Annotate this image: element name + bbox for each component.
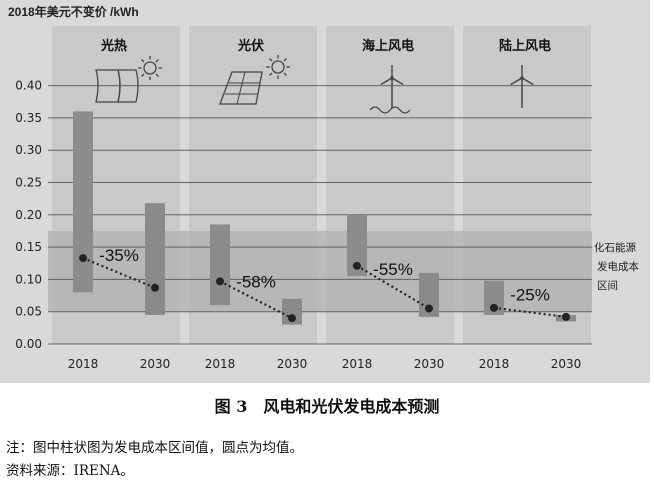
fossil-band-label-line-2: 发电成本 xyxy=(597,260,639,273)
solar-thermal-collector-icon xyxy=(95,69,139,103)
sun-icon-ray xyxy=(155,73,159,77)
y-tick-label: 0.30 xyxy=(15,143,42,157)
y-tick-label: 0.10 xyxy=(15,272,42,286)
figure-source: 资料来源：IRENA。 xyxy=(6,463,134,479)
mean-dot xyxy=(151,283,159,292)
solar-panel-icon xyxy=(219,71,263,105)
group-title: 海上风电 xyxy=(362,38,414,54)
y-tick-label: 0.05 xyxy=(15,305,42,319)
mean-dot xyxy=(216,277,224,286)
turbine-hub xyxy=(390,76,394,80)
x-tick-label: 2018 xyxy=(205,357,236,371)
sun-icon-ray xyxy=(283,72,287,76)
x-tick-label: 2030 xyxy=(414,357,445,371)
mean-dot xyxy=(425,304,433,313)
x-tick-label: 2018 xyxy=(342,357,373,371)
cost-range-bar xyxy=(484,280,504,315)
y-axis-label: 2018年美元不变价 /kWh xyxy=(8,4,139,19)
panel-grid-line xyxy=(236,71,246,105)
mean-dot xyxy=(288,314,296,323)
sun-icon-ray xyxy=(269,58,273,62)
sun-icon-ray xyxy=(141,59,145,63)
y-tick-label: 0.25 xyxy=(15,176,42,190)
y-tick-label: 0.20 xyxy=(15,208,42,222)
group-title: 陆上风电 xyxy=(499,38,551,54)
group-title: 光伏 xyxy=(237,38,264,54)
change-percent-label: -35% xyxy=(99,246,139,265)
mean-dot xyxy=(490,303,498,312)
mean-dot xyxy=(353,261,361,270)
cost-range-bar xyxy=(347,214,367,277)
onshore-wind-turbine-icon xyxy=(510,65,534,108)
change-percent-label: -25% xyxy=(510,285,550,304)
sun-icon-ray xyxy=(155,59,159,63)
sun-icon-disc xyxy=(271,60,285,74)
collector-panel-right xyxy=(117,69,139,103)
x-tick-label: 2030 xyxy=(277,357,308,371)
turbine-blade xyxy=(521,77,534,86)
y-tick-label: 0.00 xyxy=(15,337,42,351)
mean-dot xyxy=(79,254,87,263)
change-percent-label: -58% xyxy=(236,273,276,292)
sun-icon xyxy=(266,55,290,79)
turbine-blade xyxy=(380,77,393,86)
mean-trend-line xyxy=(356,264,430,310)
offshore-wind-turbine-icon xyxy=(369,65,411,114)
y-tick-label: 0.40 xyxy=(15,79,42,93)
change-percent-label: -55% xyxy=(373,260,413,279)
sun-icon-ray xyxy=(141,73,145,77)
fossil-band-label-line-1: 化石能源 xyxy=(594,241,636,254)
x-tick-label: 2030 xyxy=(140,357,171,371)
sun-icon xyxy=(138,56,162,80)
x-tick-label: 2030 xyxy=(551,357,582,371)
cost-range-bar xyxy=(145,203,165,315)
mean-trend-line xyxy=(493,306,567,318)
sun-icon-disc xyxy=(143,61,157,75)
y-tick-label: 0.15 xyxy=(15,240,42,254)
turbine-blade xyxy=(510,77,523,86)
mean-dot xyxy=(562,312,570,321)
sun-icon-ray xyxy=(283,58,287,62)
panel-outline xyxy=(219,71,263,105)
group-title: 光热 xyxy=(100,38,127,54)
cost-range-bar xyxy=(210,224,230,306)
fossil-band-label-line-3: 区间 xyxy=(597,279,618,292)
sea-wave xyxy=(369,106,411,114)
x-tick-label: 2018 xyxy=(479,357,510,371)
figure-note: 注：图中柱状图为发电成本区间值，圆点为均值。 xyxy=(6,440,303,456)
cost-range-bar xyxy=(282,298,302,325)
turbine-hub xyxy=(520,76,524,80)
cost-range-bar xyxy=(73,111,93,293)
x-tick-label: 2018 xyxy=(68,357,99,371)
sun-icon-ray xyxy=(269,72,273,76)
figure-caption: 图 3 风电和光伏发电成本预测 xyxy=(214,397,440,416)
mean-trend-line xyxy=(219,280,293,320)
y-tick-label: 0.35 xyxy=(15,111,42,125)
turbine-blade xyxy=(391,77,404,86)
cost-range-bar xyxy=(419,272,439,317)
